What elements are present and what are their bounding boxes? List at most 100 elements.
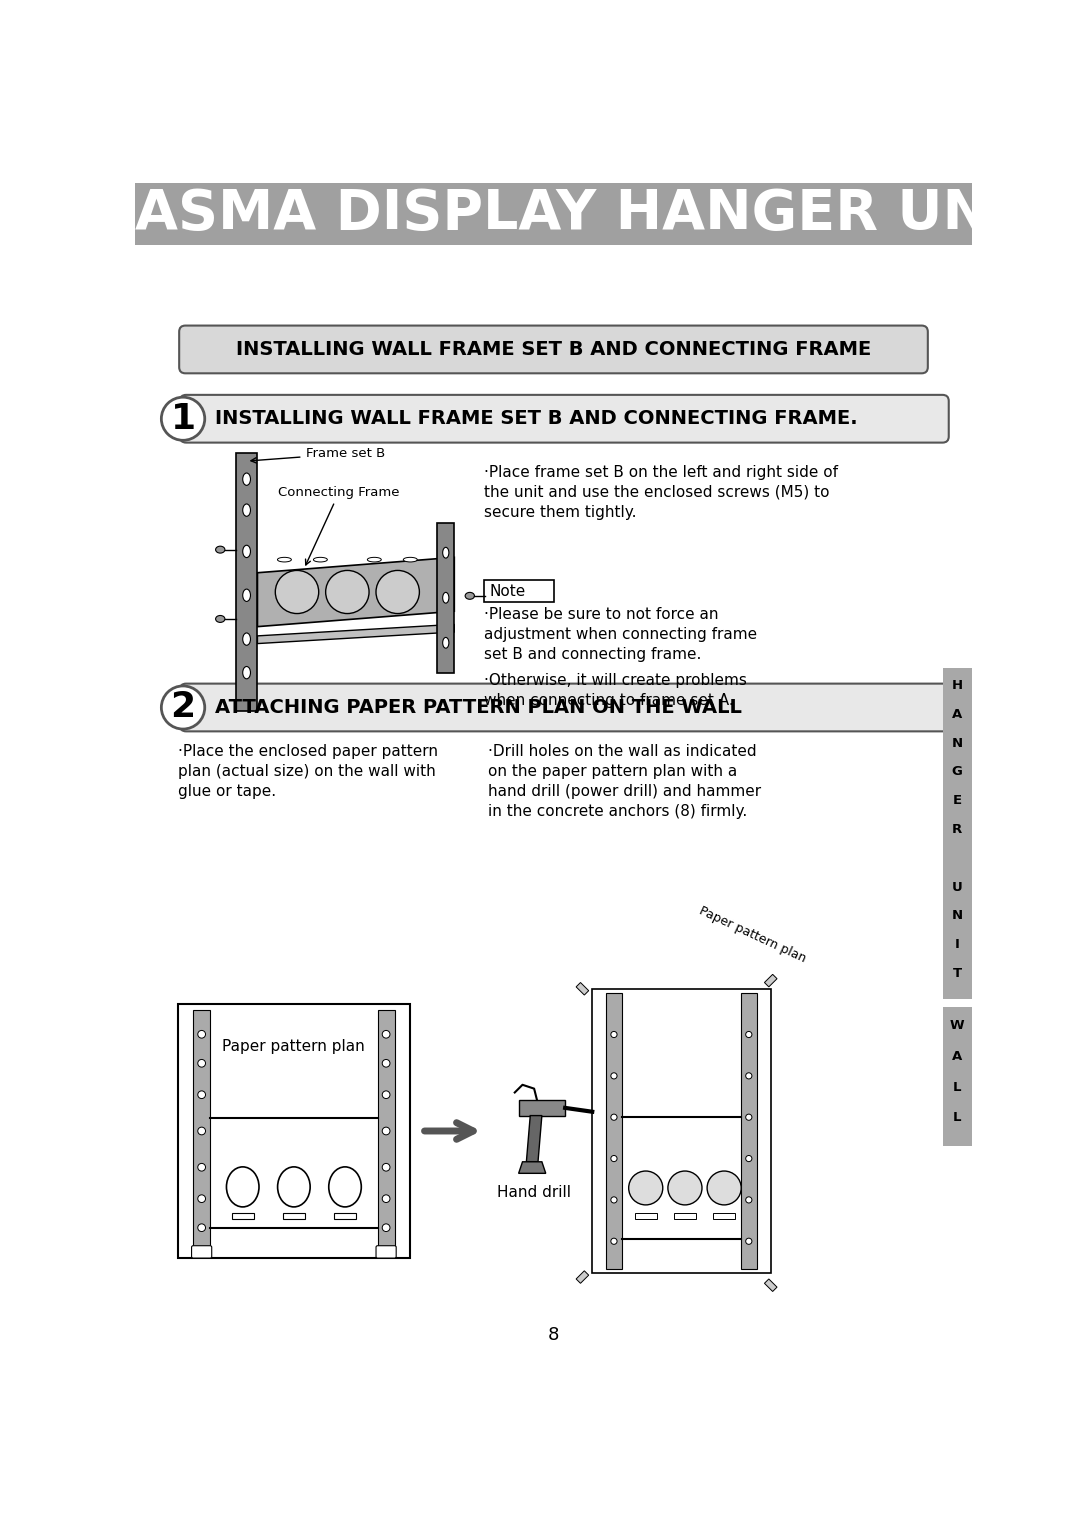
Circle shape xyxy=(161,685,205,729)
Bar xyxy=(232,1213,254,1219)
Bar xyxy=(484,580,554,601)
Circle shape xyxy=(198,1195,205,1202)
Text: I: I xyxy=(955,938,960,951)
Ellipse shape xyxy=(216,615,225,623)
Text: ·Place frame set B on the left and right side of
the unit and use the enclosed s: ·Place frame set B on the left and right… xyxy=(484,465,838,519)
Circle shape xyxy=(198,1030,205,1038)
Bar xyxy=(283,1213,305,1219)
Text: INSTALLING WALL FRAME SET B AND CONNECTING FRAME: INSTALLING WALL FRAME SET B AND CONNECTI… xyxy=(235,340,872,359)
Circle shape xyxy=(376,571,419,613)
Circle shape xyxy=(745,1155,752,1161)
Circle shape xyxy=(611,1196,617,1202)
Bar xyxy=(193,1010,211,1251)
Circle shape xyxy=(161,397,205,441)
Circle shape xyxy=(326,571,369,613)
Polygon shape xyxy=(257,624,455,644)
Polygon shape xyxy=(518,1161,545,1173)
Ellipse shape xyxy=(243,667,251,679)
FancyBboxPatch shape xyxy=(191,1245,212,1257)
Text: E: E xyxy=(953,794,962,807)
Circle shape xyxy=(382,1059,390,1067)
Bar xyxy=(437,523,455,673)
Text: ATTACHING PAPER PATTERN PLAN ON THE WALL: ATTACHING PAPER PATTERN PLAN ON THE WALL xyxy=(215,697,742,717)
Text: 1: 1 xyxy=(171,401,195,436)
Ellipse shape xyxy=(243,633,251,645)
Text: Paper pattern plan: Paper pattern plan xyxy=(222,1039,365,1054)
Circle shape xyxy=(382,1128,390,1135)
Circle shape xyxy=(611,1032,617,1038)
Text: Connecting Frame: Connecting Frame xyxy=(279,485,400,565)
Text: U: U xyxy=(951,881,962,894)
Ellipse shape xyxy=(443,592,449,603)
Circle shape xyxy=(198,1091,205,1099)
Text: 2: 2 xyxy=(171,690,195,725)
Text: Note: Note xyxy=(490,584,526,598)
Ellipse shape xyxy=(278,1167,310,1207)
Bar xyxy=(177,1004,410,1257)
Circle shape xyxy=(198,1128,205,1135)
Bar xyxy=(235,453,257,711)
Circle shape xyxy=(611,1114,617,1120)
Circle shape xyxy=(707,1170,741,1206)
Polygon shape xyxy=(257,557,455,627)
Circle shape xyxy=(382,1163,390,1170)
Ellipse shape xyxy=(403,557,417,562)
Text: PLASMA DISPLAY HANGER UNIT: PLASMA DISPLAY HANGER UNIT xyxy=(59,186,1048,241)
Bar xyxy=(334,1213,356,1219)
Ellipse shape xyxy=(243,545,251,557)
Polygon shape xyxy=(518,1100,565,1116)
Ellipse shape xyxy=(465,592,474,600)
Bar xyxy=(943,1007,972,1146)
Circle shape xyxy=(745,1073,752,1079)
Bar xyxy=(713,1213,735,1219)
Text: G: G xyxy=(951,766,962,778)
Circle shape xyxy=(198,1224,205,1231)
Circle shape xyxy=(611,1238,617,1244)
Bar xyxy=(943,668,972,1000)
Ellipse shape xyxy=(443,638,449,649)
FancyArrow shape xyxy=(576,983,589,995)
Circle shape xyxy=(745,1238,752,1244)
Text: Frame set B: Frame set B xyxy=(251,447,384,462)
Text: N: N xyxy=(951,737,963,749)
Ellipse shape xyxy=(243,473,251,485)
FancyBboxPatch shape xyxy=(180,684,948,731)
FancyArrow shape xyxy=(765,974,777,987)
Circle shape xyxy=(667,1170,702,1206)
Circle shape xyxy=(745,1032,752,1038)
Circle shape xyxy=(275,571,319,613)
Circle shape xyxy=(382,1195,390,1202)
Bar xyxy=(606,993,622,1268)
Ellipse shape xyxy=(243,589,251,601)
Circle shape xyxy=(611,1073,617,1079)
Circle shape xyxy=(611,1155,617,1161)
Text: W: W xyxy=(950,1019,964,1032)
Text: ·Otherwise, it will create problems
when connecting to frame set A.: ·Otherwise, it will create problems when… xyxy=(484,673,746,708)
Ellipse shape xyxy=(216,546,225,552)
Circle shape xyxy=(382,1224,390,1231)
Ellipse shape xyxy=(328,1167,362,1207)
FancyBboxPatch shape xyxy=(376,1245,396,1257)
Text: ·Please be sure to not force an
adjustment when connecting frame
set B and conne: ·Please be sure to not force an adjustme… xyxy=(484,607,757,662)
Text: H: H xyxy=(951,679,963,691)
Ellipse shape xyxy=(227,1167,259,1207)
Bar xyxy=(674,1213,696,1219)
Bar xyxy=(592,989,770,1273)
FancyBboxPatch shape xyxy=(180,395,948,443)
Circle shape xyxy=(198,1059,205,1067)
Text: A: A xyxy=(953,708,962,720)
Circle shape xyxy=(382,1030,390,1038)
Circle shape xyxy=(198,1163,205,1170)
FancyArrow shape xyxy=(576,1271,589,1283)
Bar xyxy=(741,993,757,1268)
FancyArrow shape xyxy=(765,1279,777,1291)
Text: Hand drill: Hand drill xyxy=(497,1184,571,1199)
Polygon shape xyxy=(526,1116,542,1161)
Circle shape xyxy=(745,1196,752,1202)
Text: ·Place the enclosed paper pattern
plan (actual size) on the wall with
glue or ta: ·Place the enclosed paper pattern plan (… xyxy=(177,745,437,800)
Text: N: N xyxy=(951,909,963,922)
Circle shape xyxy=(745,1114,752,1120)
Ellipse shape xyxy=(313,557,327,562)
Ellipse shape xyxy=(367,557,381,562)
Circle shape xyxy=(629,1170,663,1206)
